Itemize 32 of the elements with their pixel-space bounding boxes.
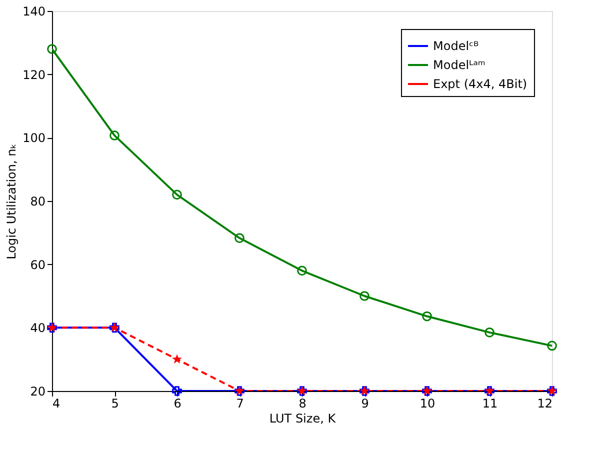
x-tick-label: 11: [482, 396, 498, 410]
point: [422, 311, 432, 322]
legend-label: Modelᶜᴮ: [433, 39, 479, 53]
point: [484, 327, 494, 338]
point: [47, 44, 57, 54]
y-tick-label: 60: [30, 258, 46, 272]
x-tick-label: 9: [361, 396, 369, 410]
x-tick-label: 10: [420, 396, 436, 410]
point: [360, 291, 370, 301]
x-tick-label: 12: [537, 396, 552, 410]
point: [172, 190, 182, 200]
point: [234, 233, 244, 243]
y-tick-label: 20: [30, 384, 46, 398]
x-tick-label: 8: [298, 396, 306, 410]
y-tick-label: 80: [30, 194, 46, 208]
point: [172, 354, 182, 364]
y-tick-label: 120: [22, 68, 46, 82]
point: [110, 130, 120, 140]
x-tick-label: 6: [174, 396, 182, 410]
y-tick-label: 100: [22, 131, 46, 146]
x-tick-label: 5: [111, 396, 119, 410]
legend-label: Expt (4x4, 4Bit): [433, 77, 528, 91]
x-tick-label: 7: [236, 396, 244, 410]
point: [547, 340, 557, 351]
y-axis-title: Logic Utilization, nₖ: [4, 144, 19, 260]
x-tick-label: 4: [52, 396, 60, 410]
y-tick-label: 140: [22, 4, 46, 18]
legend-label: Modelᴸᵃᵐ: [433, 58, 486, 72]
point: [172, 386, 182, 396]
point: [297, 266, 307, 276]
x-axis-title: LUT Size, K: [269, 412, 337, 426]
y-tick-label: 40: [30, 321, 46, 336]
